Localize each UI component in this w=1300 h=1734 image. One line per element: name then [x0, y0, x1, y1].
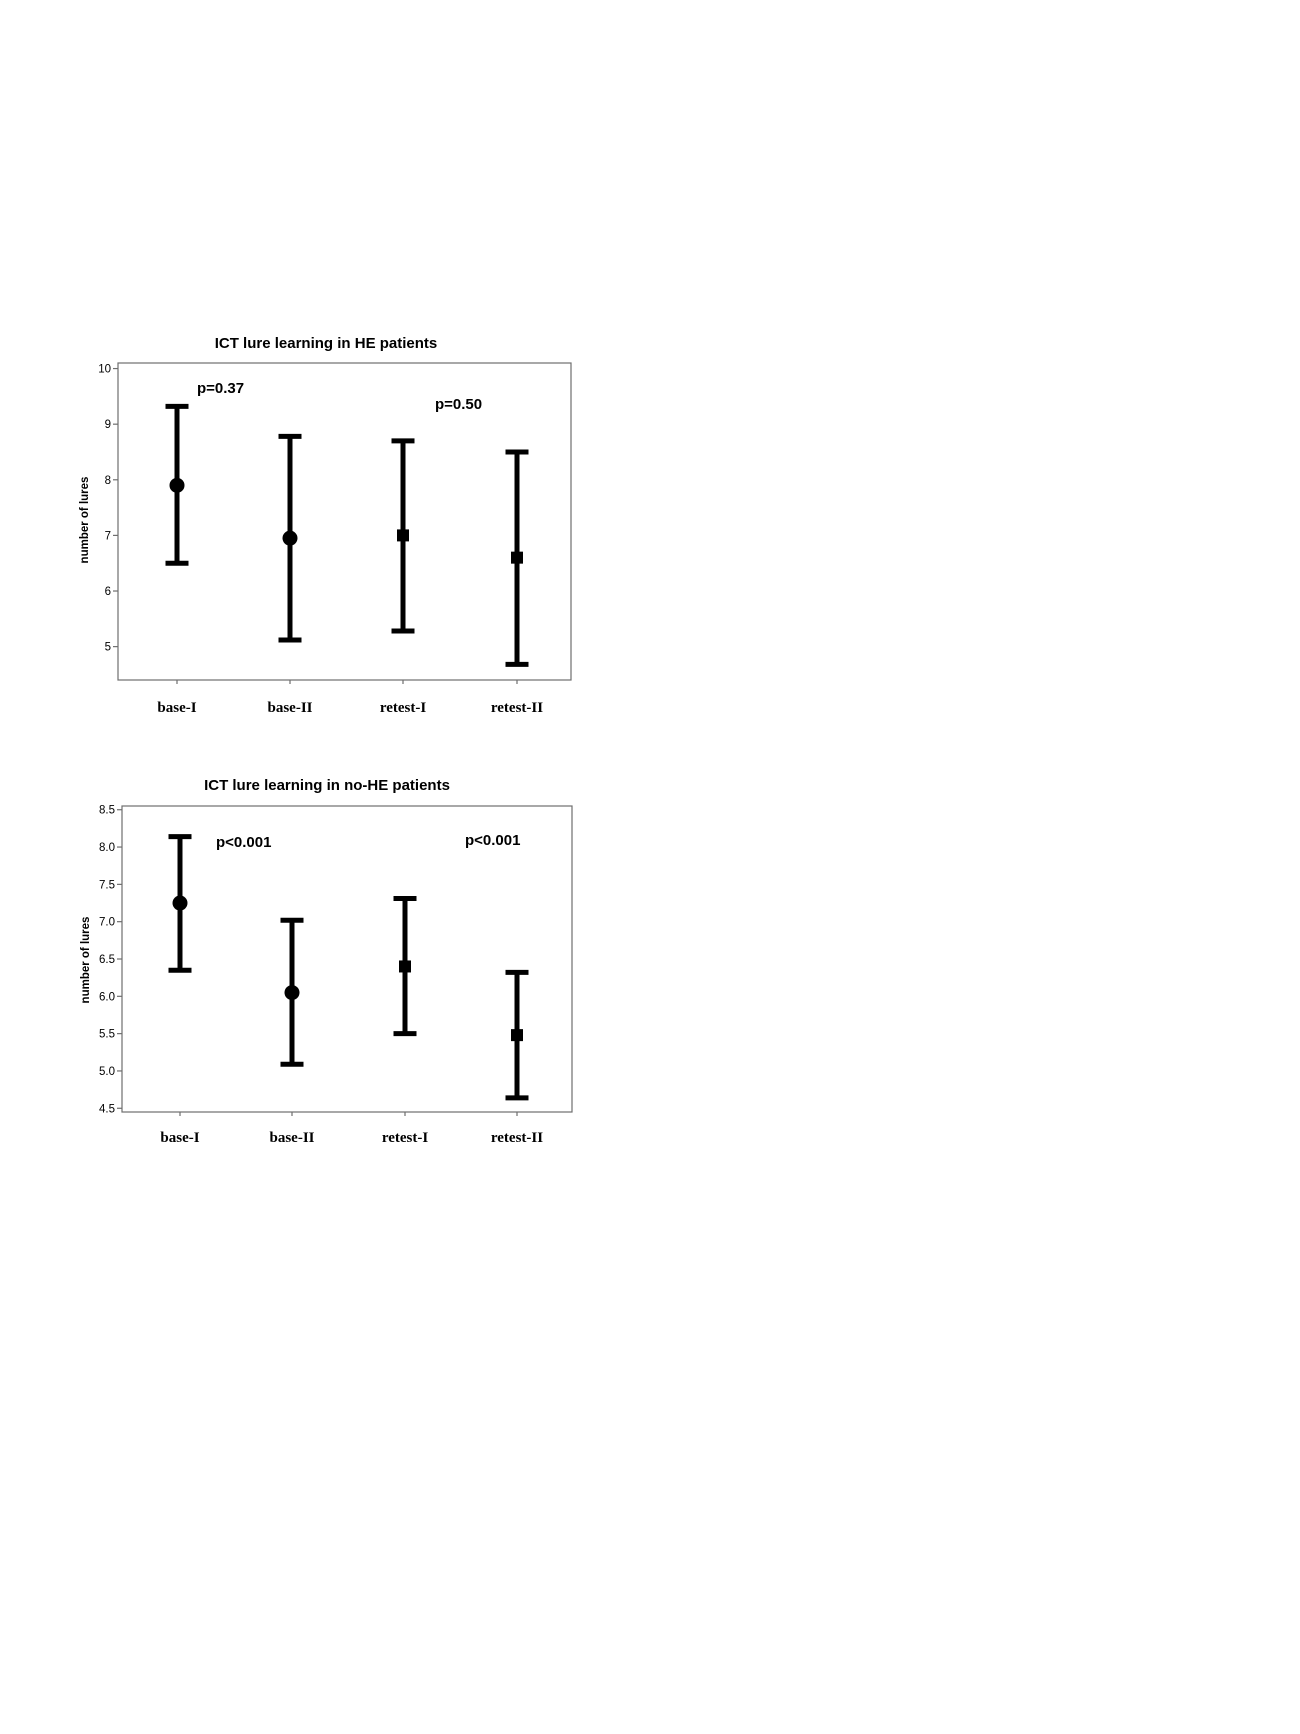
y-tick-label: 7.0 [99, 917, 115, 929]
x-category-label: retest-II [491, 700, 543, 716]
y-tick-label: 7.5 [99, 879, 115, 891]
x-category-label: retest-I [382, 1130, 429, 1146]
mean-marker-circle [282, 530, 298, 546]
chart-title: ICT lure learning in HE patients [215, 335, 438, 352]
mean-marker-square [511, 1029, 523, 1042]
mean-marker-square [397, 529, 409, 542]
chart-he-patients: ICT lure learning in HE patients number … [79, 335, 572, 716]
mean-marker-square [511, 551, 523, 564]
mean-marker-circle [284, 985, 300, 1001]
category-labels: base-I base-II retest-I retest-II [160, 1130, 543, 1146]
y-tick-label: 8.0 [99, 842, 115, 854]
y-tick-label: 6.5 [99, 954, 115, 966]
p-value-annotation: p=0.37 [197, 380, 244, 397]
y-axis-ticks: 5 6 7 8 9 10 [98, 364, 518, 684]
error-bar-marks [165, 403, 529, 667]
p-value-annotation: p=0.50 [435, 396, 482, 413]
y-tick-label: 9 [105, 419, 111, 431]
y-tick-label: 10 [98, 364, 111, 376]
error-bar-marks [168, 834, 529, 1101]
p-value-annotation: p<0.001 [216, 834, 271, 851]
chart-title: ICT lure learning in no-HE patients [204, 777, 450, 794]
y-axis-ticks: 4.5 5.0 5.5 6.0 6.5 7.0 7.5 8.0 8.5 [99, 805, 518, 1116]
y-tick-label: 5.0 [99, 1066, 115, 1078]
y-tick-label: 6 [105, 586, 111, 598]
y-tick-label: 5 [105, 642, 111, 654]
x-category-label: base-I [160, 1130, 199, 1146]
x-category-label: retest-I [380, 700, 427, 716]
x-category-label: base-II [267, 700, 312, 716]
p-value-annotation: p<0.001 [465, 832, 520, 849]
y-tick-label: 7 [105, 530, 111, 542]
mean-marker-circle [172, 895, 188, 911]
y-axis-label: number of lures [79, 477, 91, 564]
plot-frame [121, 805, 573, 1113]
y-axis-label: number of lures [80, 917, 92, 1004]
x-category-label: base-II [269, 1130, 314, 1146]
y-tick-label: 6.0 [99, 991, 115, 1003]
mean-marker-circle [169, 477, 185, 493]
mean-marker-square [399, 960, 411, 973]
y-tick-label: 4.5 [99, 1103, 115, 1115]
y-tick-label: 8.5 [99, 805, 115, 817]
x-category-label: base-I [157, 700, 196, 716]
category-labels: base-I base-II retest-I retest-II [157, 700, 543, 716]
y-tick-label: 8 [105, 475, 111, 487]
plot-frame [117, 362, 572, 681]
chart-no-he-patients: ICT lure learning in no-HE patients numb… [80, 777, 573, 1146]
y-tick-label: 5.5 [99, 1029, 115, 1041]
x-category-label: retest-II [491, 1130, 543, 1146]
